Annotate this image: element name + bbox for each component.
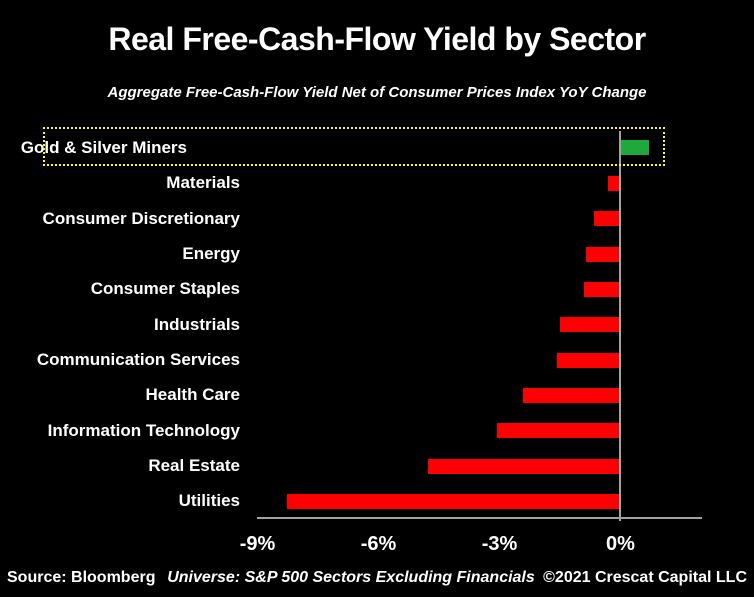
x-tick-label: -9% [239, 533, 276, 555]
bar-consumer-discretionary [593, 211, 620, 227]
zero-baseline [619, 131, 621, 521]
x-tick-label: -6% [360, 533, 397, 555]
chart-row: Communication Services [0, 342, 754, 377]
chart-row: Information Technology [0, 413, 754, 448]
category-label: Materials [166, 173, 240, 193]
chart-row: Health Care [0, 378, 754, 413]
category-label: Industrials [154, 314, 240, 334]
x-tick-label: 0% [606, 533, 635, 555]
category-label: Health Care [145, 385, 240, 405]
category-label: Consumer Staples [90, 279, 240, 299]
bar-real-estate [428, 458, 620, 474]
category-label: Consumer Discretionary [42, 208, 240, 228]
chart-row: Energy [0, 236, 754, 271]
bar-consumer-staples [583, 281, 620, 297]
universe-note: Universe: S&P 500 Sectors Excluding Fina… [167, 569, 535, 586]
chart-row: Consumer Discretionary [0, 201, 754, 236]
chart-row: Real Estate [0, 448, 754, 483]
x-axis-line [257, 517, 702, 519]
bar-communication-services [557, 352, 620, 368]
chart-subtitle: Aggregate Free-Cash-Flow Yield Net of Co… [107, 84, 647, 101]
chart-row: Gold & Silver Miners [0, 130, 754, 165]
bar-health-care [523, 387, 620, 403]
category-label: Communication Services [36, 350, 240, 370]
copyright-note: ©2021 Crescat Capital LLC [543, 569, 747, 586]
category-label: Utilities [178, 491, 240, 511]
chart-title: Real Free-Cash-Flow Yield by Sector [108, 21, 646, 57]
chart-row: Consumer Staples [0, 272, 754, 307]
bar-gold-silver-miners [621, 140, 650, 156]
bar-materials [607, 175, 620, 191]
bar-utilities [287, 493, 620, 509]
chart-row: Utilities [0, 484, 754, 519]
chart-row: Materials [0, 166, 754, 201]
category-label: Information Technology [47, 420, 240, 440]
bar-information-technology [496, 423, 620, 439]
highlight-box [43, 127, 665, 166]
category-label: Energy [182, 244, 240, 264]
chart-row: Industrials [0, 307, 754, 342]
bar-industrials [559, 317, 620, 333]
category-label: Real Estate [148, 456, 240, 476]
bar-energy [585, 246, 620, 262]
x-tick-label: -3% [481, 533, 518, 555]
category-label: Gold & Silver Miners [20, 137, 187, 157]
source-note: Source: Bloomberg [7, 569, 156, 586]
